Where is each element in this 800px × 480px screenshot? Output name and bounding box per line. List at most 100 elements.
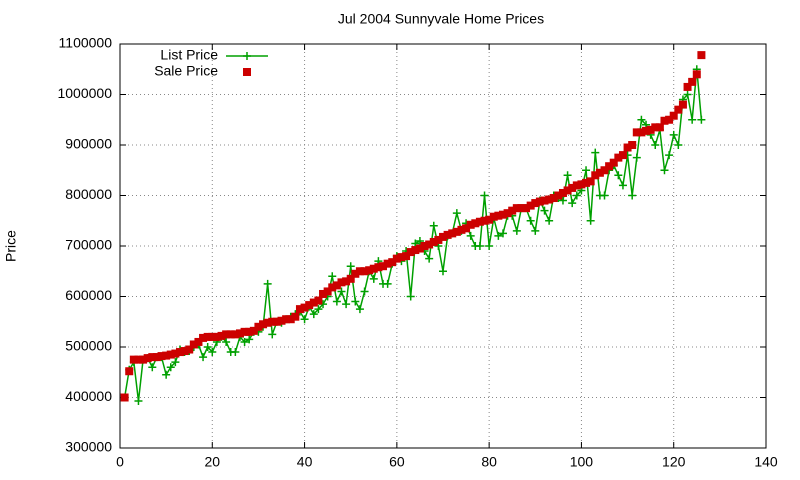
- y-axis-label: Price: [3, 230, 19, 262]
- data-point: [305, 301, 314, 310]
- data-point: [374, 263, 383, 272]
- data-point: [462, 224, 471, 233]
- data-point: [512, 226, 521, 235]
- data-point: [148, 363, 157, 372]
- data-point: [328, 283, 337, 292]
- data-point: [614, 171, 623, 180]
- data-point: [591, 148, 600, 157]
- data-point: [162, 351, 171, 360]
- data-point: [475, 242, 484, 250]
- data-point: [466, 231, 475, 240]
- data-point: [600, 191, 609, 200]
- x-tick-label: 20: [204, 454, 220, 470]
- data-point: [328, 272, 337, 281]
- data-point: [674, 141, 683, 149]
- data-point: [194, 337, 203, 346]
- x-tick-label: 60: [389, 454, 405, 470]
- data-point: [572, 181, 581, 190]
- data-point: [498, 229, 507, 238]
- y-tick-label: 500000: [65, 338, 112, 354]
- data-point: [249, 326, 258, 335]
- data-point: [263, 318, 272, 327]
- data-point: [148, 353, 157, 362]
- data-point: [226, 330, 235, 339]
- data-point: [554, 191, 563, 200]
- data-point: [346, 262, 355, 271]
- data-point: [222, 337, 231, 346]
- data-point: [162, 370, 171, 379]
- data-point: [434, 235, 443, 244]
- plot-frame: [119, 43, 767, 449]
- data-point: [332, 297, 341, 306]
- data-point: [572, 191, 581, 200]
- data-point: [332, 281, 341, 290]
- data-point: [300, 303, 309, 312]
- data-point: [614, 153, 623, 162]
- data-point: [175, 348, 184, 357]
- data-point: [235, 329, 244, 338]
- data-point: [655, 123, 664, 132]
- x-tick-label: 40: [297, 454, 313, 470]
- data-point: [517, 204, 526, 213]
- data-point: [503, 209, 512, 218]
- data-point: [277, 316, 286, 325]
- x-tick-label: 80: [481, 454, 497, 470]
- data-point: [259, 320, 268, 329]
- data-point: [134, 397, 143, 406]
- legend-label: List Price: [160, 47, 218, 63]
- data-point: [618, 151, 627, 160]
- y-tick-label: 1100000: [59, 35, 113, 51]
- data-point: [189, 340, 198, 349]
- data-point: [678, 100, 687, 109]
- data-point: [558, 196, 567, 205]
- data-point: [591, 171, 600, 180]
- data-point: [199, 333, 208, 342]
- data-point: [300, 315, 309, 324]
- data-point: [120, 393, 129, 402]
- data-point: [222, 330, 231, 339]
- data-point: [526, 216, 535, 225]
- data-point: [582, 166, 591, 175]
- y-tick-label: 300000: [65, 439, 112, 455]
- data-point: [632, 153, 641, 162]
- legend-swatch: [243, 52, 251, 60]
- data-point: [697, 115, 706, 124]
- legend-label: Sale Price: [154, 63, 218, 79]
- data-point: [540, 206, 549, 215]
- data-point: [531, 226, 540, 235]
- data-point: [582, 178, 591, 187]
- y-tick-label: 400000: [65, 388, 112, 404]
- x-tick-label: 140: [754, 454, 778, 470]
- data-point: [475, 217, 484, 226]
- data-point: [171, 358, 180, 367]
- data-point: [563, 186, 572, 195]
- data-point: [208, 332, 217, 341]
- data-point: [439, 232, 447, 241]
- data-point: [139, 355, 148, 364]
- data-point: [595, 168, 604, 177]
- data-point: [323, 287, 332, 296]
- data-point: [665, 115, 674, 124]
- data-point: [669, 111, 678, 120]
- x-tick-label: 100: [570, 454, 594, 470]
- data-point: [568, 183, 577, 192]
- data-point: [245, 327, 254, 336]
- data-point: [411, 246, 420, 255]
- data-point: [360, 267, 369, 276]
- data-point: [508, 206, 517, 215]
- data-point: [420, 242, 429, 250]
- data-point: [485, 215, 494, 224]
- data-point: [263, 279, 272, 288]
- data-point: [245, 335, 254, 344]
- data-point: [282, 315, 291, 324]
- data-point: [480, 216, 489, 225]
- data-point: [180, 347, 189, 356]
- data-point: [171, 349, 180, 358]
- data-point: [199, 353, 208, 362]
- y-tick-label: 1000000: [57, 85, 112, 101]
- data-point: [558, 188, 567, 197]
- data-point: [355, 305, 364, 314]
- x-tick-label: 120: [662, 454, 686, 470]
- data-point: [637, 115, 646, 124]
- data-point: [466, 220, 475, 229]
